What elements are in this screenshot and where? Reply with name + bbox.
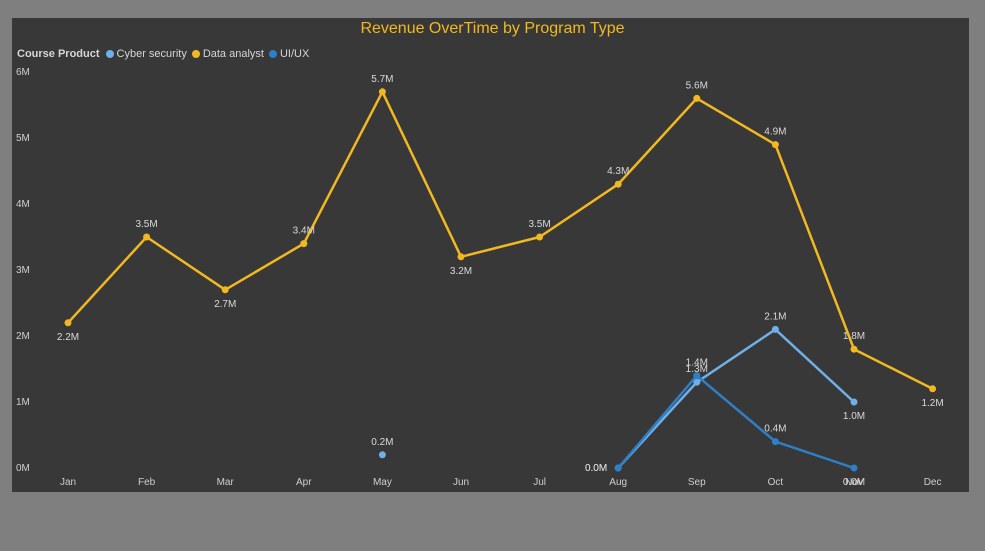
data-label: 4.9M — [764, 127, 786, 138]
legend-swatch — [191, 50, 200, 58]
data-point — [378, 451, 386, 459]
y-tick-label: 4M — [16, 199, 30, 210]
x-tick-label: Jun — [453, 477, 469, 488]
series-group — [64, 88, 937, 393]
data-point — [850, 345, 858, 353]
data-label: 1.3M — [686, 364, 708, 375]
data-point — [536, 233, 544, 241]
y-tick-label: 1M — [16, 397, 30, 408]
y-tick-label: 0M — [16, 463, 30, 474]
data-label: 3.5M — [528, 219, 550, 230]
x-tick-label: Aug — [609, 477, 627, 488]
legend-label: Cyber security — [116, 48, 187, 60]
x-tick-label: Dec — [924, 477, 942, 488]
series-line — [66, 90, 934, 391]
data-label: 0.0M — [585, 463, 607, 474]
legend-item[interactable]: UI/UX — [268, 48, 310, 60]
data-point — [771, 438, 779, 446]
x-tick-label: Jan — [60, 477, 76, 488]
data-label: 2.1M — [764, 311, 786, 322]
data-label: 1.2M — [921, 398, 943, 409]
x-tick-label: Nov — [845, 477, 863, 488]
legend: Course Product Cyber security Data analys… — [17, 48, 314, 60]
data-label: 0.0M — [843, 477, 865, 488]
x-tick-label: May — [373, 477, 392, 488]
y-tick-label: 5M — [16, 133, 30, 144]
data-point — [300, 240, 308, 248]
data-point — [221, 286, 229, 294]
data-label: 0.4M — [764, 424, 786, 435]
y-tick-label: 2M — [16, 331, 30, 342]
data-label: 1.0M — [843, 411, 865, 422]
series-group — [378, 325, 858, 472]
data-point — [614, 180, 622, 188]
data-label: 1.8M — [843, 331, 865, 342]
data-label: 3.4M — [293, 226, 315, 237]
data-point — [614, 464, 622, 472]
data-point — [693, 372, 701, 380]
data-point — [850, 464, 858, 472]
x-tick-label: Apr — [296, 477, 312, 488]
legend-title: Course Product — [17, 48, 100, 60]
data-point — [693, 94, 701, 102]
x-tick-label: Sep — [688, 477, 706, 488]
data-point — [457, 253, 465, 261]
data-label: 1.4M — [686, 358, 708, 369]
data-point — [850, 398, 858, 406]
legend-item[interactable]: Cyber security — [105, 48, 187, 60]
data-label: 5.7M — [371, 74, 393, 85]
series-group — [614, 372, 858, 472]
y-tick-label: 3M — [16, 265, 30, 276]
data-point — [378, 88, 386, 96]
data-point — [771, 325, 779, 333]
x-tick-label: Feb — [138, 477, 156, 488]
data-label: 0.2M — [371, 437, 393, 448]
data-point — [771, 141, 779, 149]
data-label: 5.6M — [686, 80, 708, 91]
data-point — [929, 385, 937, 393]
data-label: 3.5M — [135, 219, 157, 230]
x-tick-label: Oct — [768, 477, 784, 488]
data-label: 3.2M — [450, 266, 472, 277]
data-label: 2.2M — [57, 332, 79, 343]
legend-swatch — [105, 50, 114, 58]
chart-title: Revenue OverTime by Program Type — [360, 20, 625, 37]
legend-label: Data analyst — [202, 48, 264, 60]
y-tick-label: 6M — [16, 67, 30, 78]
x-tick-label: Mar — [217, 477, 235, 488]
legend-swatch — [268, 50, 277, 58]
series-line — [616, 328, 856, 470]
data-label: 0.0M — [585, 463, 607, 474]
data-point — [693, 378, 701, 386]
data-point — [143, 233, 151, 241]
series-line — [616, 374, 856, 470]
legend-label: UI/UX — [279, 48, 310, 60]
data-label: 2.7M — [214, 299, 236, 310]
x-tick-label: Jul — [533, 477, 546, 488]
data-label: 4.3M — [607, 166, 629, 177]
data-point — [64, 319, 72, 327]
legend-item[interactable]: Data analyst — [191, 48, 264, 60]
